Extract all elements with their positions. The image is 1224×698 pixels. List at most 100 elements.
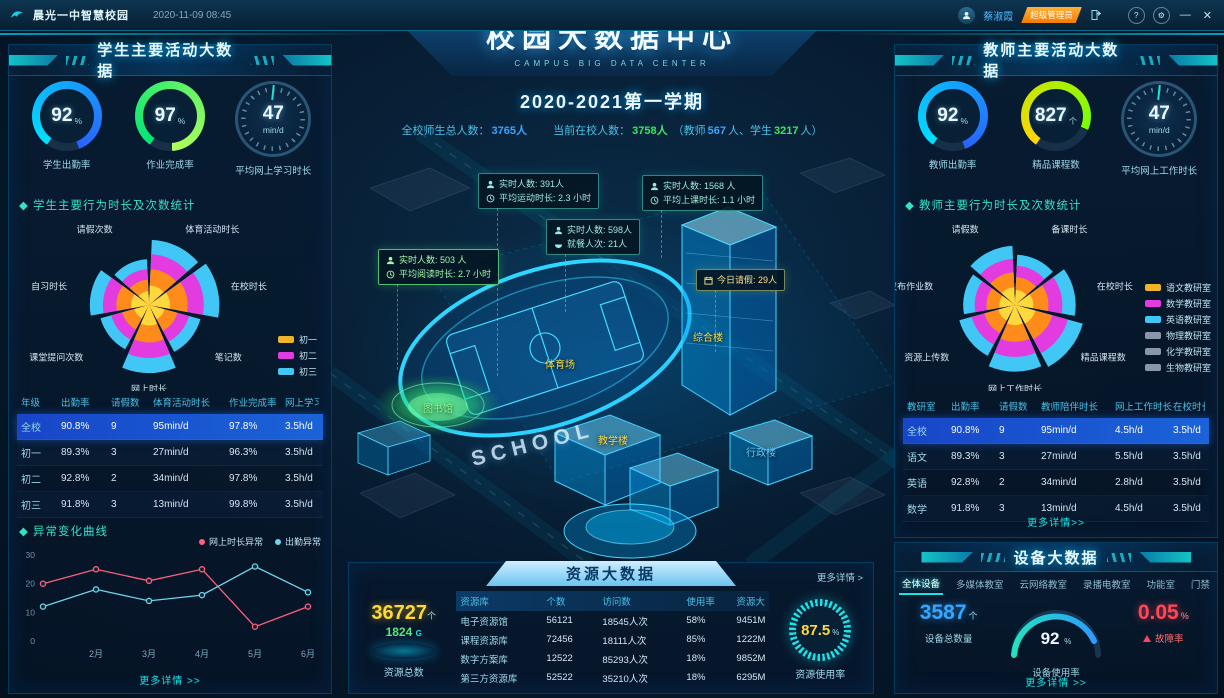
x-tick-label: 5月 [248,649,262,659]
pedestal-decoration [371,642,436,659]
callout-leader-line [661,210,662,258]
table-cell: 英语 [907,479,927,490]
data-point [304,589,312,596]
table-cell: 18111人次 [602,635,647,647]
usage-value: 87.5 [801,621,831,639]
tab-录播电教室[interactable]: 录播电教室 [1082,580,1131,591]
legend-item[interactable]: 网上时长异常 [198,535,263,548]
data-point [251,563,259,570]
tab-云网络教室[interactable]: 云网络教室 [1019,580,1067,591]
rose-axis-label: 请假次数 [77,223,113,234]
more-details-link[interactable]: 更多详情 >> [139,676,201,687]
map-callout[interactable]: 实时人数: 503 人平均阅读时长: 2.7 小时 [378,249,500,370]
total-people-label: 全校师生总人数： [401,125,490,137]
legend-swatch [198,538,205,545]
map-callout[interactable]: 今日请假: 29人 [696,269,786,352]
usage-ring: 87.5% [789,599,852,661]
tab-门禁[interactable]: 门禁 [1190,580,1210,591]
user-avatar[interactable] [958,6,976,24]
table-cell: 91.8% [61,499,90,510]
table-cell: 3 [999,451,1005,462]
rose-axis-label: 发布作业数 [895,280,933,291]
clock-icon [486,194,495,203]
table-cell: 数学 [907,505,927,516]
legend-item[interactable]: 物理教研室 [1144,327,1211,343]
legend-label: 生物教研室 [1165,362,1211,373]
table-cell: 95min/d [153,421,189,432]
table-row: 全校 90.8% 9 95min/d 97.8% 3.5h/d [17,414,323,440]
callout-line: 实时人数: 1568 人 [650,179,755,193]
more-details-link[interactable]: 更多详情>> [1027,518,1085,529]
table-cell: 97.8% [229,473,258,484]
table-cell: 52522 [546,672,573,683]
rose-petal-band [149,285,164,305]
callout-line: 实时人数: 503 人 [386,253,491,267]
map-callout[interactable]: 实时人数: 598人 就餐人次: 21人 [546,219,641,312]
clock-icon [386,270,395,279]
more-details-link[interactable]: 更多详情 >> [1025,678,1087,689]
close-icon[interactable]: ✕ [1202,9,1212,22]
table-cell: 96.3% [229,447,258,458]
table-row: 英语 92.8% 2 34min/d 2.8h/d 3.5h/d [903,470,1209,496]
legend-item[interactable]: 初二 [277,347,317,363]
user-name[interactable]: 蔡淑霞 [983,11,1014,23]
callout-text: 实时人数: 1568 人 [663,181,736,191]
table-cell: 4.5h/d [1115,425,1143,436]
app-logo-text: 晨光一中智慧校园 [33,10,129,22]
dial-gauge: 47 min/d [235,81,312,157]
map-callout[interactable]: 实时人数: 391人平均运动时长: 2.3 小时 [478,173,600,376]
legend-item[interactable]: 生物教研室 [1144,359,1211,375]
callout-line: 平均上课时长: 1.1 小时 [650,193,755,207]
gauge-label: 学生出勤率 [42,160,91,171]
table-cell: 1222M [736,634,766,645]
device-total-value: 3587 [919,601,967,624]
callout-text: 实时人数: 391人 [499,179,565,189]
minimize-icon[interactable]: — [1179,9,1191,21]
current-people-value: 3758人 [632,125,668,137]
callout-line: 平均运动时长: 2.3 小时 [486,191,591,205]
more-details-link[interactable]: 更多详情 > [816,573,863,584]
legend-item[interactable]: 出勤异常 [274,535,321,548]
legend-item[interactable]: 初三 [277,363,317,379]
table-cell: 85293人次 [602,654,648,666]
help-icon[interactable]: ? [1127,6,1145,24]
tab-功能室[interactable]: 功能室 [1146,580,1175,591]
gauge: 827 个精品课程数 [1008,81,1104,171]
legend-label: 数学教研室 [1165,298,1211,309]
tab-全体设备[interactable]: 全体设备 [899,573,944,595]
legend-item[interactable]: 数学教研室 [1144,295,1211,311]
top-bar: 晨光一中智慧校园 2020-11-09 08:45 蔡淑霞 超级管理员 ? ⚙ … [0,0,1224,31]
settings-gear-icon[interactable]: ⚙ [1152,6,1170,24]
table-row: 课程资源库 72456 18111人次 85% 1222M [456,630,769,649]
header-decoration [0,33,390,35]
callout-line: 实时人数: 598人 [554,223,632,237]
tab-多媒体教室[interactable]: 多媒体教室 [955,580,1004,591]
table-cell: 3.5h/d [1173,503,1201,514]
campus-3d-map[interactable]: SCHOOL 体育场 综合楼 图书馆 教学楼 行政楼 实时人数: 391人 平均运动时长: … [325,126,905,572]
table-cell: 13min/d [153,499,189,510]
table-cell: 91.8% [951,503,980,514]
map-callout[interactable]: 实时人数: 1568 人平均上课时长: 1.1 小时 [642,175,764,258]
fault-rate-value: 0.05 [1137,601,1179,624]
legend-item[interactable]: 语文教研室 [1144,279,1211,295]
table-cell: 58% [686,615,706,626]
table-row: 初二 92.8% 2 34min/d 97.8% 3.5h/d [17,466,323,492]
legend-label: 物理教研室 [1165,330,1211,341]
legend-item[interactable]: 化学教研室 [1144,343,1211,359]
table-cell: 3 [111,499,117,510]
resources-table: 资源库 个数 访问数 使用率 资源大小电子资源馆 56121 18545人次 58% 9451M… [456,591,770,689]
legend-item[interactable]: 初一 [277,331,317,347]
fault-rate-label: 故障率 [1155,634,1184,645]
resource-total-unit: 个 [427,610,437,621]
detail-text: 人、学生 [728,125,773,137]
legend-item[interactable]: 英语教研室 [1144,311,1211,327]
line-legend: 网上时长异常 出勤异常 [198,535,321,548]
table-cell: 电子资源馆 [460,616,508,628]
headcount-stats: 全校师生总人数： 3765人 当前在校人数： 3758人 （教师 567 人、学生 321… [332,122,892,138]
callout-line: 今日请假: 29人 [704,273,777,287]
table-cell: 9 [111,421,117,432]
logout-icon[interactable] [1090,9,1102,21]
table-cell: 90.8% [951,425,980,436]
